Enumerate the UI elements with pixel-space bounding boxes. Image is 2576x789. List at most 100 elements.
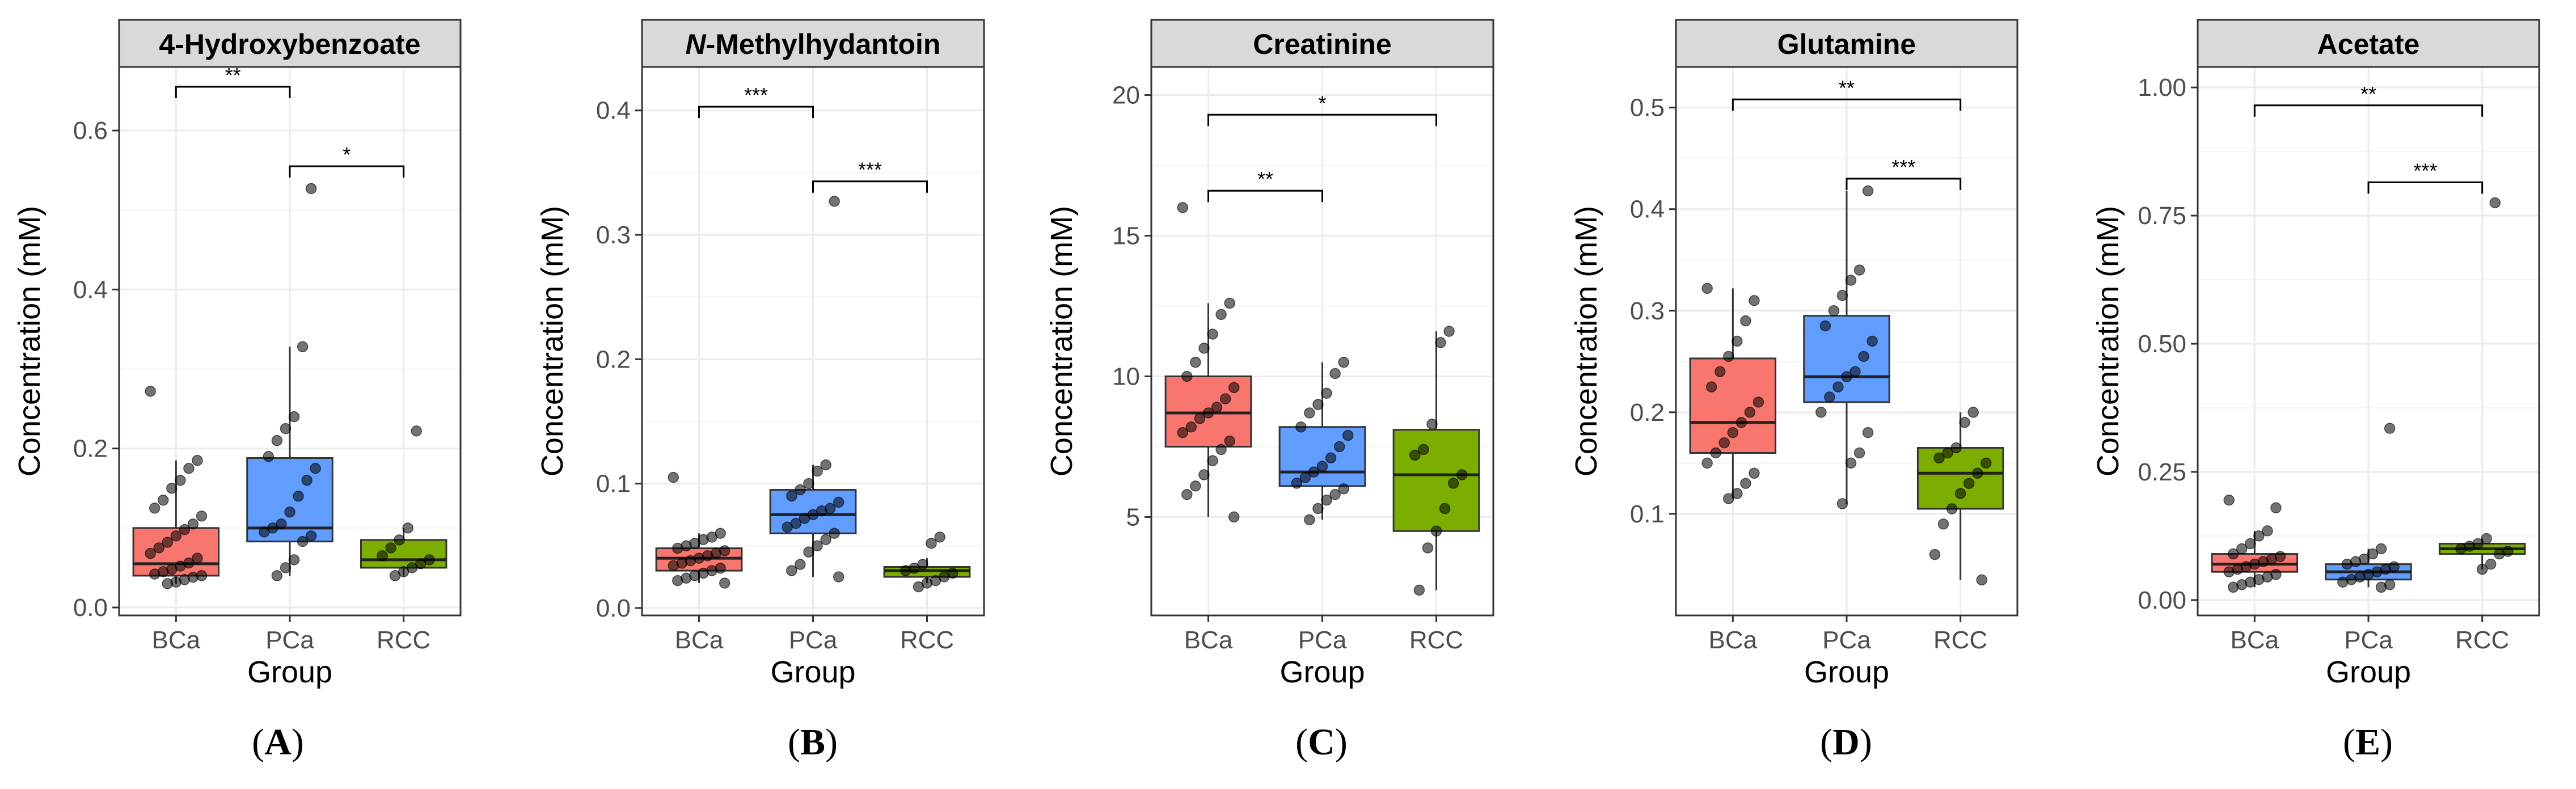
- data-point: [795, 484, 806, 496]
- data-point: [2227, 548, 2239, 560]
- caption-close-paren: ): [292, 722, 304, 763]
- panel-title: Creatinine: [1253, 28, 1392, 60]
- data-point: [293, 491, 304, 502]
- y-tick-label: 0.25: [2138, 458, 2186, 486]
- significance-bracket: ***: [698, 83, 814, 119]
- data-point: [1749, 295, 1760, 306]
- data-point: [1304, 407, 1315, 419]
- data-point: [1202, 407, 1214, 419]
- panel-title: 4-Hydroxybenzoate: [159, 28, 420, 60]
- panel-title-italic: N: [686, 28, 707, 60]
- box-pca: [1278, 362, 1366, 520]
- panel-title: Glutamine: [1777, 28, 1916, 60]
- data-point: [2481, 533, 2492, 545]
- data-point: [820, 459, 831, 471]
- data-point: [1316, 461, 1328, 472]
- strip-background: [2197, 19, 2540, 68]
- significance-bracket: **: [2253, 82, 2484, 117]
- data-point: [913, 581, 924, 593]
- data-point: [1735, 417, 1747, 428]
- data-point: [288, 554, 300, 566]
- data-point: [2337, 576, 2349, 588]
- y-axis-title: Concentration (mM): [1045, 206, 1079, 476]
- data-point: [1342, 429, 1354, 441]
- data-point: [1329, 489, 1341, 500]
- box-iqr: [1278, 426, 1366, 487]
- data-point: [1963, 478, 1975, 489]
- data-point: [934, 531, 945, 543]
- data-point: [833, 496, 844, 508]
- data-point: [1832, 381, 1844, 393]
- data-point: [2223, 494, 2235, 506]
- data-point: [1228, 511, 1240, 523]
- data-point: [1976, 574, 1988, 586]
- data-point: [162, 578, 174, 589]
- x-axis-title: Group: [1279, 655, 1365, 689]
- x-tick-label: BCa: [1709, 626, 1758, 654]
- data-point: [389, 570, 401, 581]
- panel-title-text: Acetate: [2317, 28, 2420, 60]
- y-tick-label: 0.2: [73, 435, 108, 463]
- strip-background: [641, 19, 985, 68]
- data-point: [179, 524, 191, 535]
- data-point: [394, 534, 405, 546]
- data-point: [2262, 525, 2273, 537]
- significance-bracket: *: [1207, 91, 1437, 126]
- x-axis-title: Group: [1804, 655, 1889, 689]
- x-tick-label: RCC: [900, 626, 954, 654]
- panel-title: Acetate: [2317, 28, 2420, 60]
- data-point: [1954, 488, 1966, 499]
- data-point: [377, 550, 388, 562]
- y-axis-title: Concentration (mM): [2091, 206, 2125, 476]
- data-point: [1177, 202, 1189, 213]
- box-iqr: [360, 539, 447, 569]
- data-point: [301, 475, 313, 486]
- significance-label: ***: [2413, 159, 2437, 182]
- data-point: [1224, 435, 1235, 447]
- panel-caption: (D): [1820, 722, 1872, 763]
- data-point: [1710, 447, 1721, 459]
- data-point: [1967, 407, 1979, 418]
- x-axis-title: Group: [770, 655, 855, 689]
- x-tick-label: PCa: [1822, 626, 1871, 654]
- y-axis-title: Concentration (mM): [535, 206, 569, 476]
- data-point: [1194, 413, 1206, 424]
- data-point: [1215, 444, 1227, 455]
- x-tick-label: RCC: [1409, 626, 1463, 654]
- x-tick-label: BCa: [675, 626, 724, 654]
- data-point: [1732, 335, 1743, 347]
- bracket-line: [812, 180, 928, 193]
- data-point: [900, 565, 911, 576]
- bracket-line: [1207, 189, 1323, 202]
- data-point: [833, 571, 844, 583]
- data-point: [145, 547, 156, 559]
- data-point: [2223, 566, 2235, 577]
- data-point: [1447, 478, 1459, 489]
- data-point: [672, 542, 683, 554]
- caption-letter: A: [264, 722, 292, 763]
- data-point: [271, 570, 283, 581]
- data-point: [1422, 542, 1434, 554]
- data-point: [1866, 335, 1878, 347]
- data-point: [1701, 282, 1713, 294]
- bracket-line: [1846, 178, 1962, 190]
- y-axis-title: Concentration (mM): [1569, 206, 1603, 476]
- data-point: [1456, 469, 1468, 480]
- data-point: [310, 462, 321, 474]
- significance-bracket: ***: [2367, 159, 2484, 194]
- panel-caption: (C): [1295, 722, 1348, 763]
- box-iqr: [1689, 357, 1777, 454]
- caption-close-paren: ): [825, 722, 838, 763]
- bracket-line: [698, 106, 814, 119]
- data-point: [1207, 455, 1218, 467]
- panel-title-text: Creatinine: [1253, 28, 1392, 60]
- significance-bracket: ***: [1846, 155, 1962, 190]
- data-point: [271, 434, 283, 446]
- data-point: [1321, 387, 1332, 399]
- data-point: [786, 490, 797, 502]
- data-point: [153, 542, 164, 554]
- x-tick-label: PCa: [789, 626, 838, 654]
- data-point: [1836, 290, 1848, 301]
